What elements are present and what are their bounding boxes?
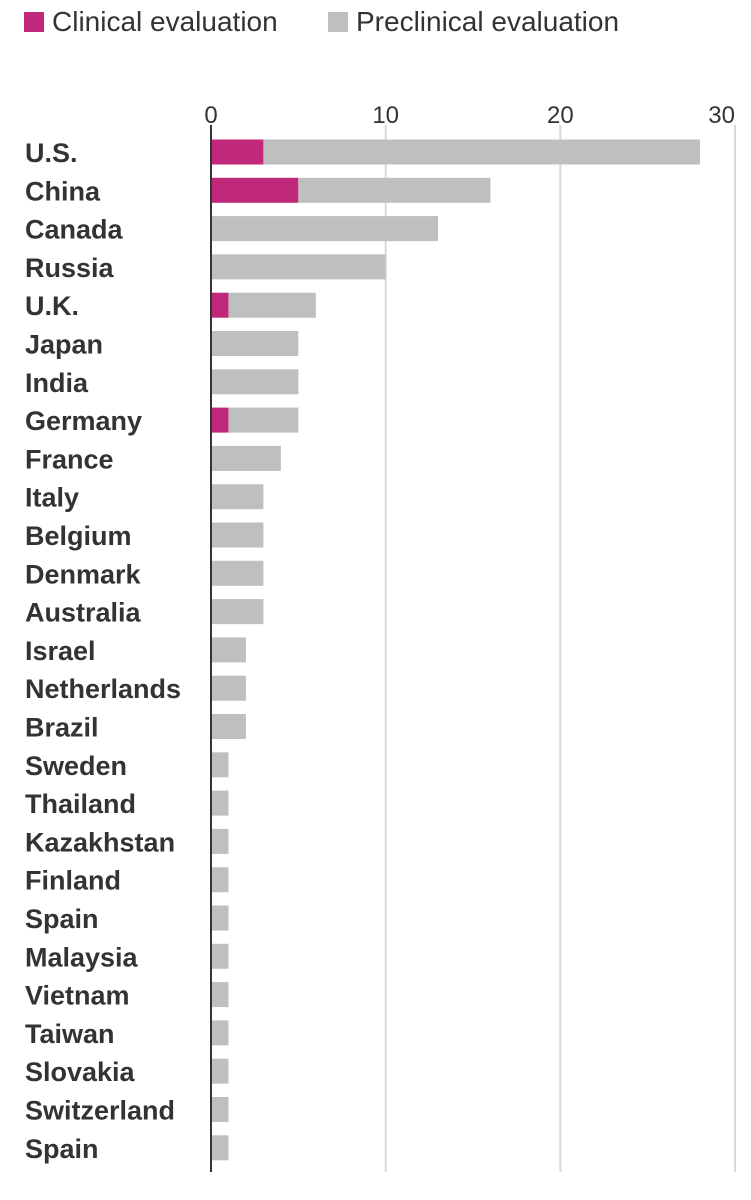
legend-label-clinical: Clinical evaluation: [52, 6, 278, 37]
bar-preclinical: [211, 637, 246, 663]
legend-item-clinical: Clinical evaluation: [24, 6, 278, 38]
category-label: Australia: [25, 598, 142, 628]
category-label: Vietnam: [25, 981, 130, 1011]
category-label: Canada: [25, 215, 124, 245]
category-label: Kazakhstan: [25, 827, 175, 857]
bar-preclinical: [211, 943, 229, 969]
x-tick-label: 10: [372, 102, 399, 129]
bar-preclinical: [211, 752, 229, 778]
category-label: China: [25, 176, 101, 206]
bar-preclinical: [211, 1097, 229, 1122]
bar-preclinical: [211, 828, 229, 854]
category-label: Thailand: [25, 789, 136, 819]
category-label: Switzerland: [25, 1096, 175, 1126]
category-label: Brazil: [25, 713, 99, 743]
bar-preclinical: [211, 1020, 229, 1046]
legend-swatch-preclinical: [328, 12, 348, 32]
x-tick-label: 20: [547, 102, 574, 129]
bar-preclinical: [211, 216, 439, 242]
bar-preclinical: [211, 445, 281, 471]
bar-preclinical: [211, 867, 229, 893]
bar-preclinical: [211, 560, 264, 586]
bar-clinical: [211, 292, 229, 318]
category-label: Spain: [25, 1134, 99, 1164]
bar-preclinical: [211, 905, 229, 931]
category-label: U.S.: [25, 138, 78, 168]
bar-clinical: [211, 177, 299, 203]
x-tick-label: 30: [708, 102, 735, 129]
bar-preclinical: [211, 790, 229, 816]
bar-preclinical: [263, 139, 701, 165]
bar-preclinical: [211, 522, 264, 548]
bar-preclinical: [211, 982, 229, 1008]
bar-preclinical: [211, 675, 246, 701]
bar-preclinical: [211, 1135, 229, 1161]
category-label: France: [25, 444, 114, 474]
category-label: Russia: [25, 253, 115, 283]
bar-preclinical: [211, 254, 386, 280]
bar-clinical: [211, 139, 264, 165]
category-label: Belgium: [25, 521, 132, 551]
category-label: Spain: [25, 904, 99, 934]
category-label: Israel: [25, 636, 96, 666]
category-label: Taiwan: [25, 1019, 115, 1049]
bar-preclinical: [228, 292, 316, 318]
category-label: Malaysia: [25, 942, 139, 972]
x-tick-label: 0: [204, 102, 217, 129]
category-label: Slovakia: [25, 1057, 136, 1087]
legend-label-preclinical: Preclinical evaluation: [356, 6, 620, 37]
bar-preclinical: [228, 407, 299, 433]
category-label: India: [25, 368, 89, 398]
category-label: Netherlands: [25, 674, 181, 704]
category-label: U.K.: [25, 291, 79, 321]
bar-preclinical: [211, 484, 264, 510]
bar-preclinical: [211, 369, 299, 395]
bar-preclinical: [211, 714, 246, 739]
legend-swatch-clinical: [24, 12, 44, 32]
category-label: Germany: [25, 406, 142, 436]
bar-preclinical: [211, 599, 264, 625]
category-label: Sweden: [25, 751, 127, 781]
legend-item-preclinical: Preclinical evaluation: [328, 6, 619, 38]
bar-preclinical: [298, 177, 491, 203]
chart-legend: Clinical evaluation Preclinical evaluati…: [0, 0, 751, 50]
bar-preclinical: [211, 331, 299, 356]
category-label: Japan: [25, 330, 103, 360]
category-label: Finland: [25, 866, 121, 896]
category-label: Denmark: [25, 559, 142, 589]
category-label: Italy: [25, 483, 79, 513]
bar-clinical: [211, 407, 229, 433]
bar-preclinical: [211, 1058, 229, 1084]
